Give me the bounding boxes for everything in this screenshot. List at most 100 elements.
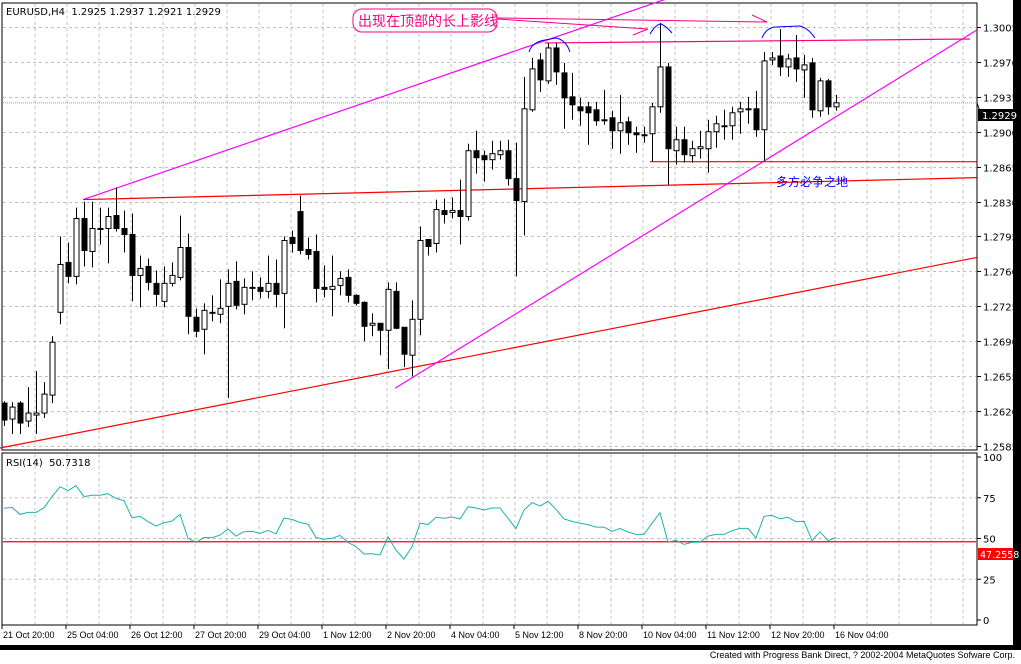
candle-body-bull xyxy=(25,412,32,422)
candle-body-bear xyxy=(537,59,544,81)
candle-body-bear xyxy=(257,286,264,292)
candle-body-bull xyxy=(177,246,184,278)
candle-body-bull xyxy=(705,131,712,150)
price-tick-label: 1.2970 xyxy=(983,59,1018,70)
trendlines xyxy=(0,0,978,449)
candle-body-bear xyxy=(65,261,72,277)
rsi-tick-label: 0 xyxy=(983,616,989,627)
callout-arrow-2 xyxy=(496,18,649,36)
candle-body-bull xyxy=(89,228,96,252)
candle-body-bull xyxy=(545,47,552,82)
rsi-level-marker xyxy=(978,548,1013,560)
candle-body-bear xyxy=(577,106,584,112)
rsi-info: RSI(14) 50.7318 xyxy=(6,458,90,469)
time-tick-label: 26 Oct 12:00 xyxy=(131,630,183,640)
candle-body-bull xyxy=(265,282,272,292)
candle-body-bull xyxy=(337,277,344,286)
candle-body-bull xyxy=(497,150,504,156)
candle-body-bear xyxy=(569,96,576,106)
candle-body-bull xyxy=(657,66,664,108)
candle-body-bear xyxy=(377,322,384,331)
candle-body-bear xyxy=(505,150,512,180)
candle-body-bear xyxy=(297,211,304,251)
candle-body-bear xyxy=(129,234,136,276)
candle-body-bull xyxy=(161,282,168,302)
candle-body-bull xyxy=(369,322,376,326)
candle-body-bear xyxy=(145,265,152,283)
candle-body-bear xyxy=(561,72,568,99)
candle-body-bull xyxy=(833,102,840,108)
rsi-series xyxy=(3,485,976,560)
candle-body-bull xyxy=(769,57,776,61)
candle-body-bull xyxy=(201,309,208,330)
candle-body-bear xyxy=(289,236,296,244)
candle-body-bull xyxy=(489,153,496,161)
candle-body-bear xyxy=(353,294,360,304)
rsi-tick-label: 50 xyxy=(983,535,996,546)
current-price-value: 1.2929 xyxy=(982,111,1017,122)
time-tick-label: 8 Nov 20:00 xyxy=(579,630,628,640)
callout-box xyxy=(352,8,498,33)
price-tick-label: 1.3005 xyxy=(983,24,1018,35)
candle-body-bull xyxy=(433,209,440,244)
candles xyxy=(1,23,840,435)
candle-body-bull xyxy=(33,412,40,416)
callout-label: 出现在顶部的长上影线 xyxy=(358,14,498,30)
candle-body-bull xyxy=(73,218,80,277)
candle-body-bull xyxy=(761,60,768,131)
candle-body-bull xyxy=(97,228,104,231)
candle-body-bull xyxy=(241,286,248,305)
top-horizontal-line xyxy=(544,38,971,44)
rsi-level-value: 47.2558 xyxy=(980,550,1019,561)
candle-body-bear xyxy=(153,282,160,295)
candle-body-bear xyxy=(121,228,128,236)
time-tick-label: 10 Nov 04:00 xyxy=(643,630,697,640)
candle-body-bear xyxy=(625,121,632,134)
candle-body-bull xyxy=(465,150,472,218)
candle-body-bull xyxy=(673,139,680,152)
candle-body-bull xyxy=(209,311,216,314)
candle-body-bull xyxy=(409,318,416,356)
candle-body-bull xyxy=(649,106,656,135)
candle-body-bear xyxy=(473,150,480,159)
current-price-marker xyxy=(978,109,1013,121)
price-tick-label: 1.2585 xyxy=(983,443,1018,454)
price-tick-label: 1.2725 xyxy=(983,303,1018,314)
candle-body-bull xyxy=(737,108,744,113)
candle-body-bull xyxy=(217,307,224,315)
window-right-border xyxy=(1013,0,1021,650)
time-tick-label: 2 Nov 20:00 xyxy=(387,630,436,640)
candle-body-bull xyxy=(225,282,232,307)
price-tick-label: 1.2900 xyxy=(983,129,1018,140)
candle-body-bear xyxy=(401,326,408,355)
candle-body-bear xyxy=(393,290,400,329)
candle-body-bull xyxy=(689,148,696,157)
candle-body-bear xyxy=(1,402,8,421)
candle-body-bear xyxy=(553,47,560,73)
candle-body-bear xyxy=(17,402,24,424)
candle-body-bull xyxy=(801,64,808,71)
top-arc-3 xyxy=(761,25,816,39)
candle-body-bear xyxy=(313,250,320,289)
candle-body-bear xyxy=(777,55,784,68)
candle-body-bull xyxy=(721,125,728,128)
candle-body-bull xyxy=(449,210,456,214)
price-tick-label: 1.2620 xyxy=(983,408,1018,419)
time-tick-label: 27 Oct 20:00 xyxy=(195,630,247,640)
price-tick-label: 1.2690 xyxy=(983,338,1018,349)
price-tick-label: 1.2655 xyxy=(983,373,1018,384)
candle-body-bull xyxy=(41,393,48,414)
candle-body-bear xyxy=(793,57,800,70)
candle-body-bear xyxy=(113,215,120,230)
candle-body-bull xyxy=(529,68,536,111)
candle-body-bull xyxy=(249,286,256,289)
time-tick-label: 25 Oct 04:00 xyxy=(67,630,119,640)
candle-body-bear xyxy=(633,132,640,136)
candle-body-bear xyxy=(665,66,672,150)
candle-body-bull xyxy=(617,122,624,132)
lower-support-line xyxy=(0,256,977,449)
rsi-line xyxy=(3,485,837,560)
main-panel-frame xyxy=(1,2,978,451)
rising-trendline xyxy=(394,29,978,389)
candle-body-bull xyxy=(417,239,424,320)
